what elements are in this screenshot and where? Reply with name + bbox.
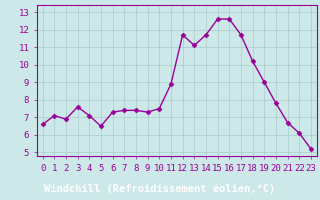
Text: Windchill (Refroidissement éolien,°C): Windchill (Refroidissement éolien,°C) <box>44 183 276 194</box>
